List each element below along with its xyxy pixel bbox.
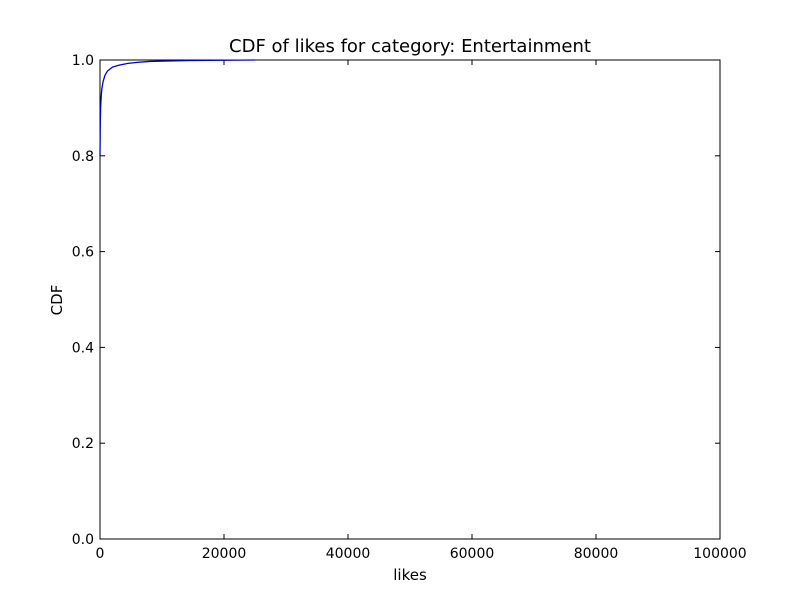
plot-area-border <box>99 59 721 540</box>
y-tick-label: 0.2 <box>72 436 94 452</box>
x-tick-label: 80000 <box>574 546 619 562</box>
y-tick-label: 0.6 <box>72 245 94 261</box>
y-tick-label: 0.4 <box>72 340 94 356</box>
x-tick-label: 60000 <box>450 546 495 562</box>
x-axis-ticks: 0 20000 40000 60000 80000 100000 <box>96 60 747 562</box>
x-axis-label: likes <box>393 566 427 584</box>
y-axis-label: CDF <box>48 285 66 316</box>
y-tick-label: 1.0 <box>72 53 94 69</box>
x-tick-label: 100000 <box>693 546 746 562</box>
x-tick-label: 0 <box>96 546 105 562</box>
y-tick-label: 0.8 <box>72 149 94 165</box>
chart-title: CDF of likes for category: Entertainment <box>229 36 591 57</box>
plot-frame <box>99 59 721 540</box>
y-axis-ticks: 0.0 0.2 0.4 0.6 0.8 1.0 <box>72 53 720 548</box>
x-tick-label: 40000 <box>326 546 371 562</box>
series-line-cdf <box>99 59 256 156</box>
x-tick-label: 20000 <box>202 546 247 562</box>
y-tick-label: 0.0 <box>72 532 94 548</box>
